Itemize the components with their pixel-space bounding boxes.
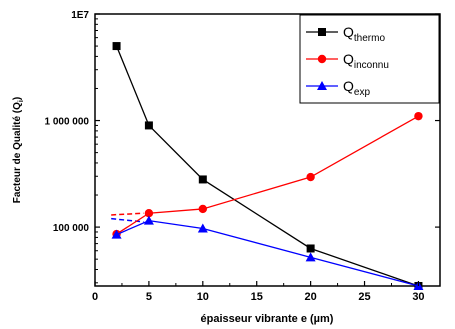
data-point-exp: [111, 229, 122, 239]
series-inconnu: [112, 111, 423, 239]
x-tick-label: 0: [92, 291, 98, 303]
data-point-inconnu: [144, 209, 154, 218]
data-point-exp: [305, 252, 316, 262]
data-point-inconnu: [198, 204, 208, 214]
legend: Qthermo Qinconnu Qexp: [299, 14, 440, 104]
y-axis-label: Facteur de Qualité (Qi): [12, 97, 25, 203]
y-axis-label-sub: i: [18, 100, 25, 102]
x-tick-label: 20: [305, 291, 317, 303]
y-axis-label-main: Facteur de Qualité (Q: [12, 102, 23, 203]
y-tick-label: 1E7: [71, 10, 89, 21]
y-axis-ticks: 100 000 1 000 000 1E7: [45, 10, 440, 284]
legend-items: Qthermo Qinconnu Qexp: [306, 24, 389, 98]
data-point-inconnu: [306, 172, 315, 182]
legend-marker: [318, 28, 326, 36]
legend-label: Qinconnu: [343, 51, 389, 71]
legend-label: Qexp: [343, 78, 370, 98]
series-exp: [111, 215, 424, 290]
legend-entry-thermo: Qthermo: [306, 24, 385, 44]
legend-entry-inconnu: Qinconnu: [306, 51, 389, 71]
y-tick-label: 1 000 000: [45, 117, 90, 128]
data-point-exp: [143, 215, 154, 225]
data-point-thermo: [198, 175, 207, 184]
x-axis-ticks: 0 5 10 15 20 25 30: [92, 281, 425, 303]
data-point-thermo: [112, 42, 121, 51]
legend-marker: [317, 54, 327, 64]
dashed-extensions: [111, 212, 144, 223]
data-point-thermo: [144, 121, 153, 130]
x-axis-label: épaisseur vibrante e (µm): [201, 313, 334, 325]
data-point-exp: [197, 223, 208, 233]
x-tick-label: 5: [146, 291, 152, 303]
x-tick-label: 25: [358, 291, 370, 303]
y-tick-label: 100 000: [53, 223, 90, 234]
data-point-inconnu: [414, 111, 423, 121]
legend-entry-exp: Qexp: [306, 78, 370, 98]
series-line-exp: [116, 219, 419, 287]
dashed-extension-line: [111, 212, 144, 216]
y-axis-label-close: ): [12, 97, 23, 100]
x-tick-label: 30: [412, 291, 424, 303]
data-point-thermo: [306, 244, 315, 253]
x-tick-label: 15: [251, 291, 263, 303]
legend-label: Qthermo: [343, 24, 385, 44]
dashed-extension-line: [111, 217, 144, 223]
x-tick-label: 10: [197, 291, 209, 303]
plot-frame: [94, 13, 441, 287]
series-line-inconnu: [116, 115, 419, 235]
legend-marker: [317, 81, 327, 90]
